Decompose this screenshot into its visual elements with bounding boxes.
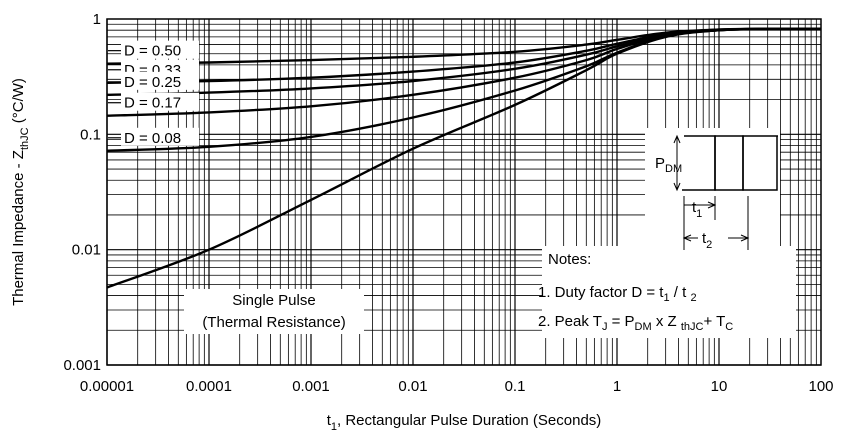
x-tick-labels: 0.00001 0.0001 0.001 0.01 0.1 1 10 100 [80,378,834,395]
y-tick-labels: 1 0.1 0.01 0.001 [63,11,101,374]
plot-frame [106,18,822,366]
single-pulse-label-2: (Thermal Resistance) [202,314,345,331]
inset-t1: t1 [692,199,702,220]
inset-p-dm: PDM [655,155,682,175]
x-tick-label: 0.0001 [186,378,232,395]
duty-labels: D = 0.50D = 0.33D = 0.25D = 0.17D = 0.08 [108,40,199,147]
duty-label-0: D = 0.50 [124,43,181,60]
curves [106,27,822,289]
y-tick-label: 0.1 [80,126,101,143]
y-axis-title: Thermal Impedance - ZthJC (°C/W) [10,78,31,306]
x-tick-label: 1 [613,378,621,395]
single-pulse-label-1: Single Pulse [232,292,315,309]
duty-label-bg [121,127,199,146]
duty-label-bg [121,71,199,90]
x-tick-label: 100 [808,378,833,395]
y-tick-label: 0.001 [63,357,101,374]
x-tick-label: 10 [711,378,728,395]
series-line-0 [106,27,822,65]
inset-t2: t2 [702,230,712,251]
x-tick-label: 0.01 [398,378,427,395]
duty-label-2: D = 0.25 [124,74,181,91]
x-tick-label: 0.00001 [80,378,134,395]
x-tick-label: 0.001 [292,378,330,395]
y-tick-label: 1 [93,11,101,28]
y-tick-label: 0.01 [72,242,101,259]
note-1: 1. Duty factor D = t1 / t 2 [538,284,697,304]
duty-label-4: D = 0.08 [124,130,181,147]
series-line-5 [106,27,822,289]
series-line-3 [106,27,822,117]
x-axis-title: t1, Rectangular Pulse Duration (Seconds) [327,412,602,433]
pulse-inset: PDM t1 t2 [645,128,780,251]
note-2: 2. Peak TJ = PDM x Z thJC+ TC [538,313,733,333]
duty-label-bg [121,40,199,59]
duty-label-bg [121,92,199,111]
duty-label-3: D = 0.17 [124,95,181,112]
x-tick-label: 0.1 [505,378,526,395]
notes-title: Notes: [548,251,591,268]
